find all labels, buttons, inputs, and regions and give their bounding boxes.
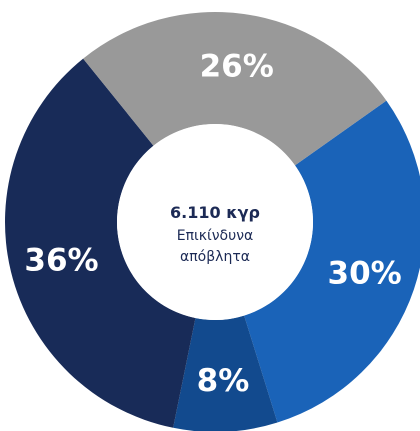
donut-slice — [83, 12, 387, 166]
donut-slice — [173, 315, 278, 431]
slice-labels: 30% 8% 36% 26% — [24, 48, 401, 398]
slice-label: 36% — [24, 242, 98, 278]
donut-hole — [117, 124, 313, 320]
slice-label: 30% — [328, 256, 402, 292]
donut-slice — [4, 58, 196, 428]
slice-label: 8% — [197, 363, 250, 399]
center-value: 6.110 κγρ — [170, 203, 260, 222]
slice-label: 26% — [200, 48, 274, 84]
center-caption-line1: Επικίνδυνα — [177, 228, 254, 244]
donut-slice — [244, 100, 420, 423]
center-caption-line2: απόβλητα — [180, 249, 250, 265]
donut-slices — [4, 12, 420, 431]
